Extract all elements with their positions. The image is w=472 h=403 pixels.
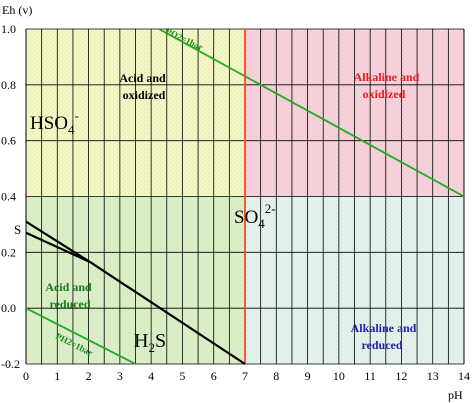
species-h2s-sub: 2 — [148, 340, 155, 355]
label-acid-oxidized-line2: oxidized — [123, 88, 166, 102]
x-tick-label: 10 — [333, 369, 345, 383]
x-tick-label: 5 — [179, 369, 185, 383]
species-hso4: HSO4- — [30, 108, 79, 137]
x-tick-label: 14 — [458, 369, 470, 383]
x-axis-label: pH — [448, 388, 463, 402]
line-ph2-1bar — [25, 307, 136, 365]
x-tick-label: 7 — [242, 369, 248, 383]
species-hso4-base: HSO — [30, 113, 68, 134]
species-hso4-sub: 4 — [68, 122, 75, 137]
label-alkaline-oxidized: Alkaline and oxidized — [354, 70, 423, 101]
label-alkaline-reduced-line2: reduced — [361, 338, 402, 352]
y-tick-label: 1.0 — [1, 22, 16, 36]
species-so4-sub: 4 — [258, 216, 265, 231]
x-tick-label: 6 — [211, 369, 217, 383]
x-tick-label: 9 — [305, 369, 311, 383]
label-acid-oxidized: Acid and oxidized — [119, 71, 168, 102]
y-tick-label: -0.2 — [1, 357, 20, 371]
species-so4: SO42- — [234, 201, 276, 231]
label-acid-reduced: Acid and reduced — [45, 280, 94, 311]
label-acid-oxidized-line1: Acid and — [119, 71, 166, 85]
x-tick-label: 13 — [427, 369, 439, 383]
label-alkaline-oxidized-line2: oxidized — [363, 87, 406, 101]
y-axis-label: Eh (v) — [2, 3, 32, 17]
x-tick-label: 2 — [86, 369, 92, 383]
x-tick-label: 11 — [364, 369, 376, 383]
y-tick-label: 0.2 — [1, 245, 16, 259]
x-tick-label: 1 — [54, 369, 60, 383]
line-s-h2s — [25, 220, 91, 264]
species-so4-sup: 2- — [265, 201, 276, 216]
label-acid-reduced-line1: Acid and — [45, 280, 92, 294]
y-tick-label: 0.6 — [1, 134, 16, 148]
species-hso4-sup: - — [75, 108, 79, 123]
x-tick-label: 8 — [273, 369, 279, 383]
line-so4-h2s — [89, 261, 246, 365]
species-h2s: H2S — [134, 330, 166, 355]
y-tick-label: 0.4 — [1, 190, 16, 204]
y-tick-label: 0.8 — [1, 78, 16, 92]
x-tick-label: 4 — [148, 369, 154, 383]
x-tick-label: 12 — [395, 369, 407, 383]
x-tick-label: 3 — [117, 369, 123, 383]
line-po2-1bar — [158, 28, 465, 198]
label-alkaline-reduced-line1: Alkaline and — [351, 321, 417, 335]
label-alkaline-oxidized-line1: Alkaline and — [354, 70, 420, 84]
y-tick-label: 0.0 — [1, 301, 16, 315]
species-s: S — [14, 222, 21, 237]
species-h2s-h: H — [134, 330, 148, 352]
label-acid-reduced-line2: reduced — [49, 297, 90, 311]
label-alkaline-reduced: Alkaline and reduced — [351, 321, 420, 352]
line-s-h2s-lower — [25, 231, 91, 264]
species-h2s-s: S — [155, 330, 166, 352]
x-tick-label: 0 — [23, 369, 29, 383]
species-so4-base: SO — [234, 207, 258, 228]
